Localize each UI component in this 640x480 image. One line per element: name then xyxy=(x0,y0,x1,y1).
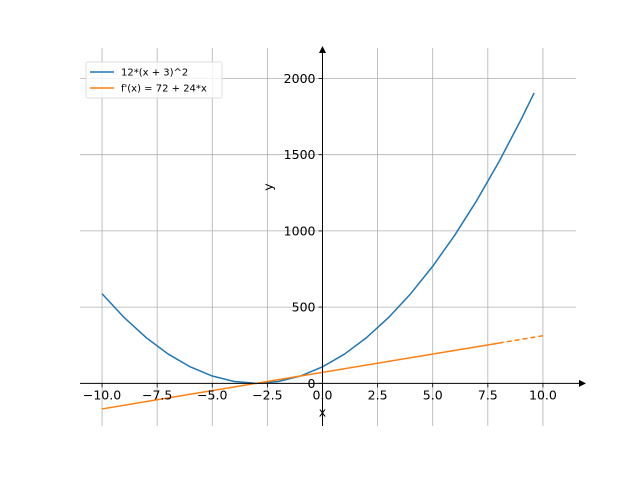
y-tick-label: 1500 xyxy=(284,147,316,162)
x-tick-label: 10.0 xyxy=(529,387,557,402)
y-tick-label: 2000 xyxy=(284,71,316,86)
x-tick-label: 7.5 xyxy=(478,387,498,402)
series-line-derivative-dashed xyxy=(498,335,544,344)
y-tick-label: 0 xyxy=(308,376,316,391)
axes-layer xyxy=(80,46,586,426)
x-tick-label: 0.0 xyxy=(313,387,333,402)
x-axis-arrow-icon xyxy=(579,379,586,387)
x-tick-label: 5.0 xyxy=(423,387,443,402)
x-tick-label: −10.0 xyxy=(83,387,121,402)
y-axis-label: y xyxy=(260,183,275,191)
legend-box xyxy=(85,61,223,99)
ticks-layer: −10.0 −7.5 −5.0 −2.5 0.0 2.5 5.0 7.5 10.0 0 500 100… xyxy=(83,71,557,402)
y-tick-label: 500 xyxy=(292,300,316,315)
legend-label-derivative: f'(x) = 72 + 24*x xyxy=(121,84,207,95)
series-line-derivative xyxy=(101,342,499,410)
legend-label-parabola: 12*(x + 3)^2 xyxy=(121,68,188,79)
x-tick-label: −7.5 xyxy=(142,387,172,402)
legend: 12*(x + 3)^2 f'(x) = 72 + 24*x xyxy=(85,61,223,99)
y-tick-label: 1000 xyxy=(284,223,316,238)
y-axis-arrow-icon xyxy=(318,46,326,53)
x-tick-label: −5.0 xyxy=(197,387,227,402)
x-tick-label: 2.5 xyxy=(368,387,388,402)
x-axis-label: x xyxy=(319,404,326,419)
series-line-parabola xyxy=(101,92,535,385)
grid-layer xyxy=(80,48,576,426)
x-tick-label: −2.5 xyxy=(252,387,282,402)
